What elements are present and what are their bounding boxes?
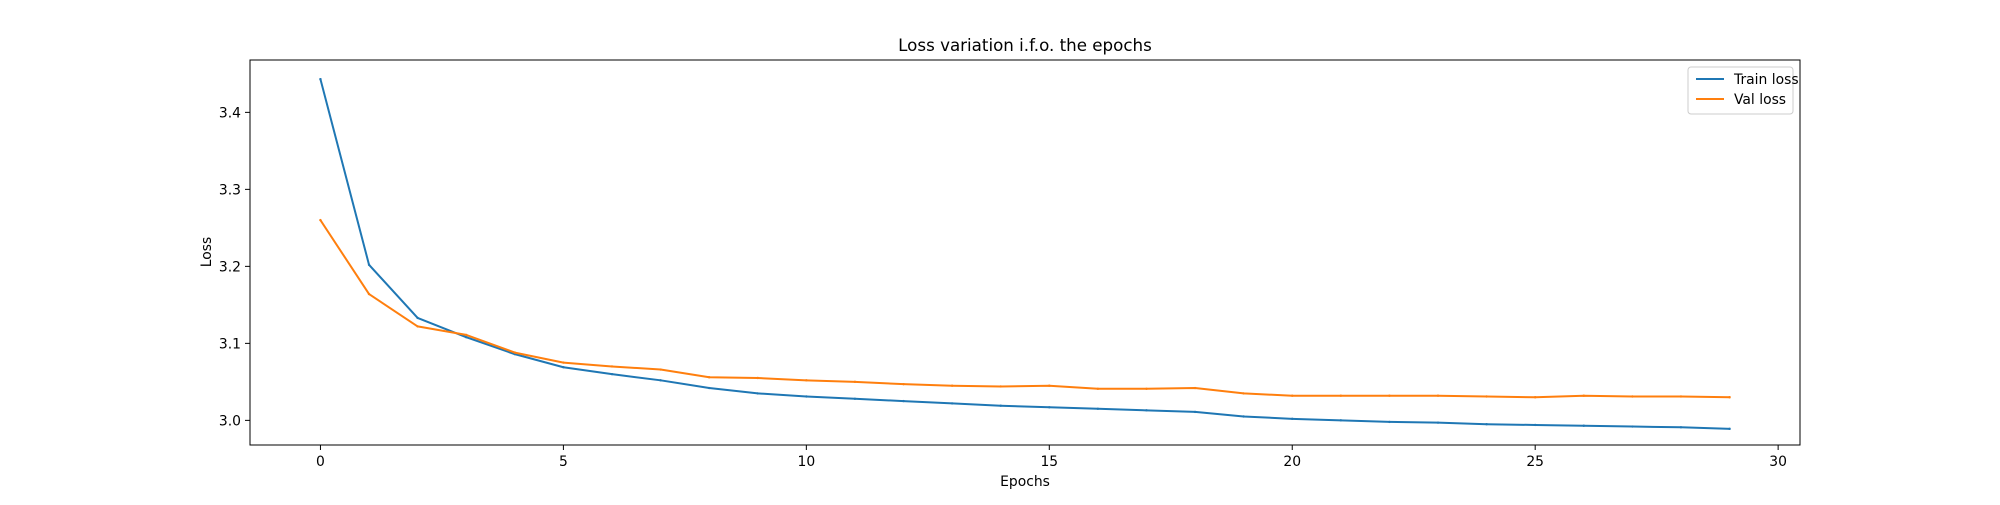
data-point-val-loss	[367, 292, 371, 296]
data-point-val-loss	[562, 361, 565, 364]
x-tick-label: 0	[316, 454, 325, 470]
data-point-train-loss	[367, 263, 371, 267]
y-tick-label: 3.1	[219, 336, 241, 352]
series-line-train-loss	[319, 78, 1731, 430]
data-point-val-loss	[610, 365, 614, 368]
data-point-train-loss	[1436, 421, 1440, 424]
legend-label-train-loss: Train loss	[1733, 72, 1799, 88]
data-point-train-loss	[902, 399, 905, 403]
y-axis-label: Loss	[199, 237, 215, 267]
data-point-val-loss	[1388, 394, 1391, 397]
x-tick-label: 5	[559, 454, 568, 470]
data-point-val-loss	[999, 385, 1002, 388]
x-tick-label: 25	[1526, 454, 1544, 470]
data-point-train-loss	[1291, 417, 1294, 421]
data-point-train-loss	[659, 379, 662, 382]
data-point-val-loss	[1631, 395, 1634, 398]
data-point-val-loss	[1145, 387, 1148, 390]
data-point-val-loss	[1193, 386, 1197, 390]
data-point-train-loss	[1533, 423, 1537, 427]
data-point-train-loss	[1242, 415, 1245, 418]
data-point-train-loss	[416, 316, 419, 320]
chart-title: Loss variation i.f.o. the epochs	[898, 35, 1152, 55]
axes-frame	[249, 59, 1801, 446]
y-tick-label: 3.0	[219, 413, 241, 429]
x-axis-label: Epochs	[1000, 474, 1050, 490]
data-point-val-loss	[805, 379, 808, 382]
data-point-train-loss	[1388, 420, 1391, 424]
data-point-train-loss	[1679, 426, 1683, 429]
data-point-val-loss	[902, 382, 905, 386]
x-tick-label: 15	[1040, 454, 1058, 470]
data-point-train-loss	[1048, 406, 1051, 409]
data-point-val-loss	[756, 376, 759, 380]
data-point-val-loss	[1582, 394, 1585, 397]
data-point-val-loss	[1242, 392, 1245, 395]
data-point-val-loss	[465, 333, 468, 337]
x-tick-label: 20	[1283, 454, 1301, 470]
x-tick-label: 30	[1769, 454, 1787, 470]
data-point-train-loss	[319, 78, 322, 81]
data-point-train-loss	[999, 404, 1002, 407]
data-point-train-loss	[1193, 410, 1197, 414]
data-point-train-loss	[853, 397, 857, 400]
data-point-train-loss	[1145, 409, 1148, 412]
x-axis-ticks: 0 5 10 15 20 25 30	[316, 445, 1787, 470]
data-point-train-loss	[950, 402, 954, 405]
y-tick-label: 3.2	[219, 259, 241, 275]
data-point-val-loss	[853, 380, 857, 384]
data-point-val-loss	[1485, 395, 1488, 398]
data-point-train-loss	[610, 372, 614, 376]
data-point-val-loss	[1679, 395, 1683, 398]
data-point-train-loss	[465, 336, 468, 339]
data-point-train-loss	[756, 392, 759, 395]
data-point-val-loss	[416, 325, 419, 328]
data-point-train-loss	[707, 386, 711, 390]
data-point-val-loss	[1728, 396, 1731, 399]
y-tick-label: 3.4	[219, 105, 241, 121]
data-point-val-loss	[319, 218, 322, 222]
y-axis-ticks: 3.0 3.1 3.2 3.3 3.4	[219, 105, 250, 429]
data-point-train-loss	[1339, 419, 1343, 422]
data-point-val-loss	[1436, 394, 1440, 397]
legend-label-val-loss: Val loss	[1734, 92, 1786, 108]
data-point-val-loss	[950, 384, 954, 387]
data-point-val-loss	[1339, 394, 1343, 397]
data-point-val-loss	[513, 351, 517, 354]
data-point-train-loss	[1096, 407, 1100, 411]
data-point-val-loss	[1096, 387, 1100, 390]
data-point-val-loss	[1533, 396, 1537, 399]
data-point-train-loss	[1631, 425, 1634, 428]
data-point-train-loss	[562, 366, 565, 369]
data-point-train-loss	[1728, 427, 1731, 431]
series-line-val-loss	[319, 218, 1731, 399]
plot-lines	[319, 78, 1731, 431]
data-point-val-loss	[1048, 384, 1051, 387]
legend: Train loss Val loss	[1687, 66, 1799, 115]
data-point-train-loss	[1485, 423, 1488, 426]
data-point-val-loss	[707, 376, 711, 379]
data-point-train-loss	[1582, 424, 1585, 427]
x-tick-label: 10	[798, 454, 816, 470]
data-point-train-loss	[805, 395, 808, 398]
data-point-val-loss	[1291, 394, 1294, 397]
data-point-val-loss	[659, 368, 662, 371]
y-tick-label: 3.3	[219, 182, 241, 198]
